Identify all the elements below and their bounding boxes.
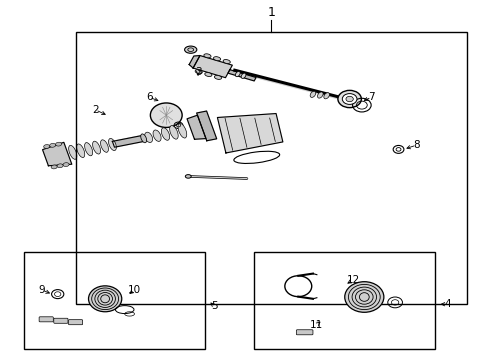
Text: 2: 2 — [92, 105, 99, 115]
Ellipse shape — [323, 93, 329, 99]
Ellipse shape — [195, 70, 202, 74]
Ellipse shape — [337, 90, 361, 108]
Ellipse shape — [161, 128, 169, 140]
Ellipse shape — [342, 94, 356, 104]
Text: 4: 4 — [443, 299, 450, 309]
Ellipse shape — [153, 130, 161, 141]
Ellipse shape — [57, 164, 63, 168]
Ellipse shape — [309, 91, 315, 98]
Bar — [76, 32, 466, 304]
Ellipse shape — [77, 144, 84, 158]
Text: 9: 9 — [38, 285, 45, 295]
Ellipse shape — [223, 59, 230, 63]
Polygon shape — [189, 55, 200, 68]
Text: 6: 6 — [145, 92, 152, 102]
Polygon shape — [227, 70, 256, 81]
Ellipse shape — [203, 54, 211, 58]
Ellipse shape — [214, 75, 221, 80]
Text: 5: 5 — [210, 301, 217, 311]
Text: 1: 1 — [267, 6, 275, 19]
Ellipse shape — [108, 139, 116, 150]
Ellipse shape — [345, 96, 352, 102]
Ellipse shape — [88, 286, 122, 312]
FancyBboxPatch shape — [296, 330, 312, 335]
Ellipse shape — [344, 282, 383, 312]
Ellipse shape — [51, 165, 57, 169]
Ellipse shape — [84, 143, 92, 156]
Ellipse shape — [68, 145, 77, 159]
Text: 11: 11 — [309, 320, 323, 330]
Ellipse shape — [184, 46, 196, 53]
Text: 8: 8 — [412, 140, 419, 150]
Bar — [24, 252, 205, 349]
Ellipse shape — [241, 73, 245, 78]
Ellipse shape — [144, 132, 152, 143]
Polygon shape — [217, 113, 282, 153]
FancyBboxPatch shape — [68, 320, 82, 325]
Text: 10: 10 — [128, 285, 141, 295]
Ellipse shape — [317, 92, 323, 98]
Ellipse shape — [56, 142, 61, 146]
Ellipse shape — [92, 141, 101, 154]
Bar — [254, 252, 434, 349]
Polygon shape — [196, 111, 216, 141]
FancyBboxPatch shape — [39, 317, 53, 322]
Ellipse shape — [49, 143, 56, 147]
Ellipse shape — [141, 134, 146, 143]
Ellipse shape — [63, 163, 69, 167]
FancyBboxPatch shape — [54, 318, 68, 323]
Text: 3: 3 — [194, 67, 201, 77]
Text: 7: 7 — [367, 92, 374, 102]
Text: 12: 12 — [346, 275, 359, 285]
Ellipse shape — [204, 73, 211, 77]
Polygon shape — [42, 142, 72, 166]
Ellipse shape — [43, 145, 50, 148]
Ellipse shape — [101, 140, 108, 152]
Ellipse shape — [150, 103, 182, 127]
Ellipse shape — [185, 175, 191, 178]
Ellipse shape — [178, 123, 186, 138]
Polygon shape — [193, 55, 232, 78]
Polygon shape — [187, 115, 205, 139]
Ellipse shape — [169, 126, 178, 139]
Ellipse shape — [213, 57, 220, 60]
Ellipse shape — [235, 71, 240, 77]
Polygon shape — [112, 136, 143, 147]
